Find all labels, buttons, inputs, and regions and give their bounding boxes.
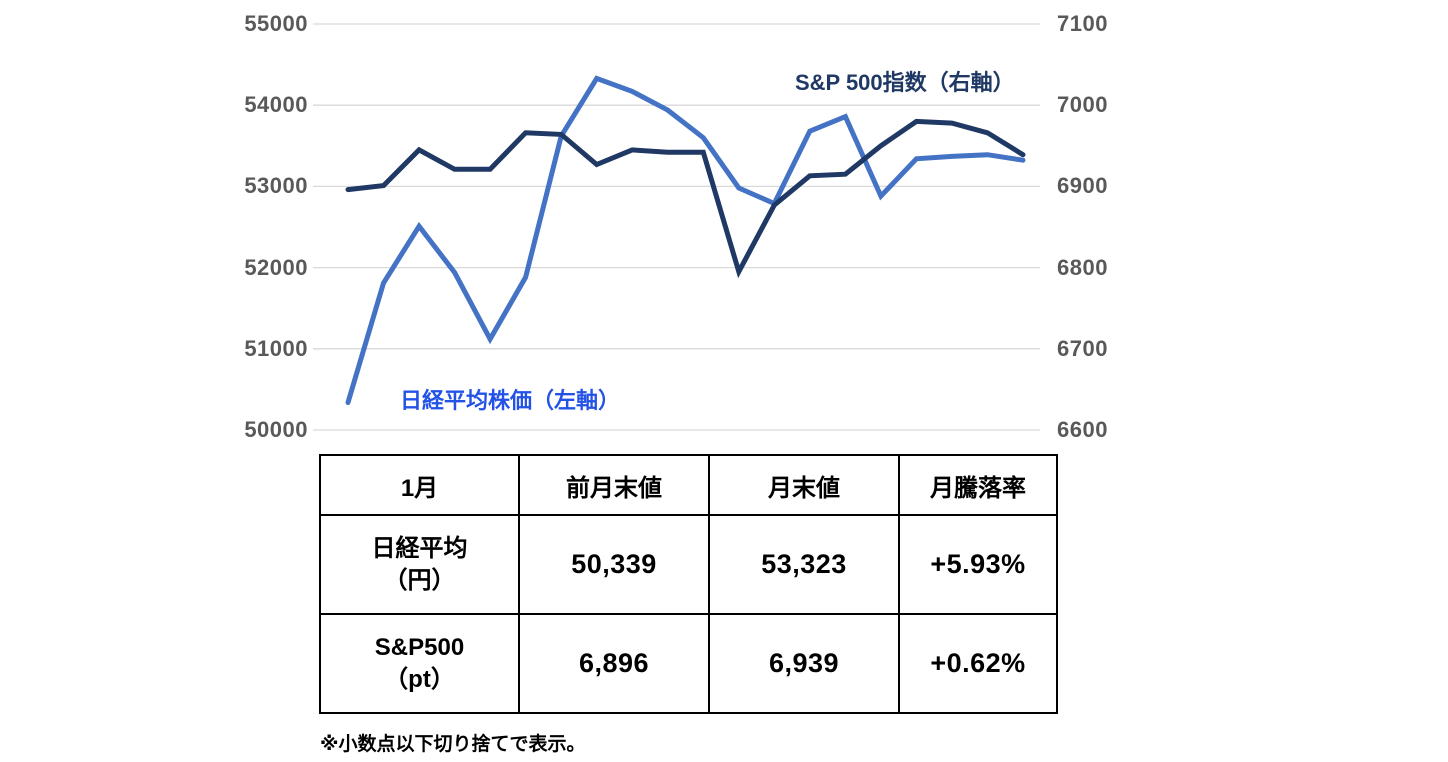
table-header-row: 1月 前月末値 月末値 月騰落率 [319,454,1058,516]
sp500-series-label: S&P 500指数（右軸） [795,70,1015,95]
table-header-cell: 月末値 [708,454,900,516]
table-row: 日経平均 （円） 50,339 53,323 +5.93% [319,514,1058,615]
chart-plot [313,23,1040,431]
left-axis-tick: 52000 [244,254,308,280]
monthly-summary-table: 1月 前月末値 月末値 月騰落率 日経平均 （円） 50,339 53,323 +5.93% S… [319,454,1058,714]
value-cell: 50,339 [518,514,710,615]
value-cell: +5.93% [898,514,1058,615]
right-axis-tick: 6800 [1057,254,1108,280]
value-cell: 6,896 [518,613,710,714]
sp500-line [345,118,1026,279]
left-axis-tick: 51000 [244,335,308,361]
right-axis-tick: 7000 [1057,92,1108,118]
value-cell: +0.62% [898,613,1058,714]
dual-axis-line-chart: 55000 54000 53000 52000 51000 50000 7100 7000 6… [244,11,1108,442]
row-label-cell: S&P500 （pt） [319,613,520,714]
left-axis-tick: 54000 [244,92,308,118]
nikkei-series-label: 日経平均株価（左軸） [400,388,621,413]
table-row: S&P500 （pt） 6,896 6,939 +0.62% [319,613,1058,714]
right-axis-tick: 6900 [1057,173,1108,199]
table-header-cell: 月騰落率 [898,454,1058,516]
left-axis-tick: 53000 [244,173,308,199]
nikkei-line [345,75,1026,405]
left-axis-tick: 50000 [244,417,308,442]
right-axis-tick: 7100 [1057,11,1108,36]
value-cell: 6,939 [708,613,900,714]
footnote: ※小数点以下切り捨てで表示。 [320,734,586,755]
row-label-cell: 日経平均 （円） [319,514,520,615]
left-axis-tick: 55000 [244,11,308,36]
right-axis-tick: 6700 [1057,335,1108,361]
right-axis-tick: 6600 [1057,417,1108,442]
table-header-cell: 1月 [319,454,520,516]
value-cell: 53,323 [708,514,900,615]
table-header-cell: 前月末値 [518,454,710,516]
